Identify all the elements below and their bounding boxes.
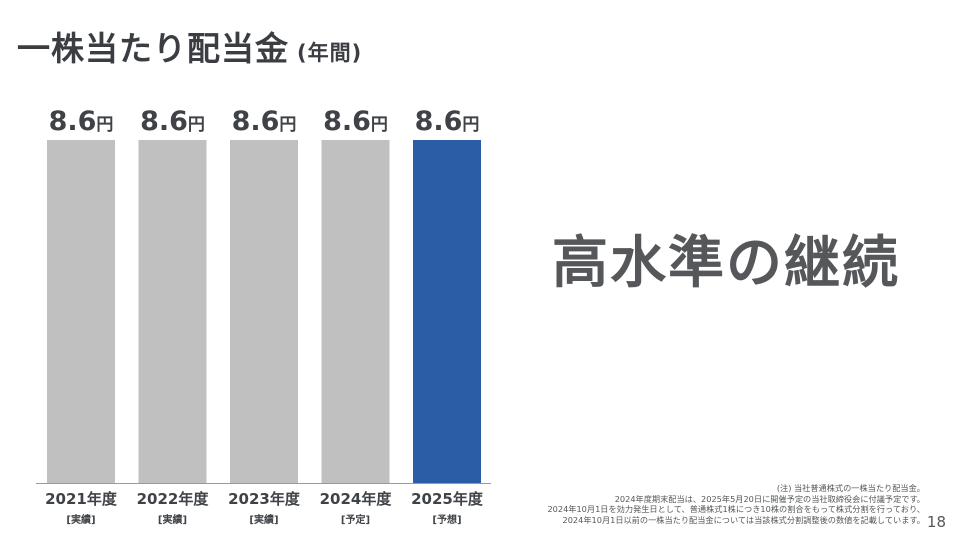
value-label: 8.6円	[415, 106, 480, 137]
category-note: [実績]	[66, 513, 95, 526]
bar-2024年度	[321, 140, 390, 483]
footnote-line: 2024年10月1日以前の一株当たり配当金については当該株式分割調整後の数値を記…	[562, 514, 926, 525]
value-label: 8.6円	[232, 106, 297, 137]
footnote-line: 2024年度期末配当は、2025年5月20日に開催予定の当社取締役会に付議予定で…	[614, 493, 925, 504]
bar-2022年度	[138, 140, 207, 483]
bar-2021年度	[47, 140, 115, 483]
footnotes: (注) 当社普通株式の一株当たり配当金。 2024年度期末配当は、2025年5月…	[547, 483, 925, 525]
value-label: 8.6円	[49, 106, 114, 137]
value-label: 8.6円	[323, 106, 388, 137]
category-label: 2021年度	[45, 490, 118, 508]
category-note: [実績]	[158, 513, 187, 526]
footnote-line: 2024年10月1日を効力発生日として、普通株式1株につき10株の割合をもって株…	[547, 504, 925, 514]
page-number: 18	[926, 513, 946, 531]
footnote-line: (注) 当社普通株式の一株当たり配当金。	[776, 483, 925, 493]
headline: 高水準の継続	[552, 231, 900, 296]
category-note: [予想]	[432, 513, 461, 526]
category-label: 2022年度	[137, 490, 210, 508]
category-label: 2024年度	[320, 490, 393, 508]
category-label: 2023年度	[228, 490, 301, 508]
bar-2023年度	[230, 140, 298, 483]
category-note: [予定]	[341, 513, 370, 526]
category-note: [実績]	[249, 513, 278, 526]
bar-2025年度	[413, 140, 481, 483]
page-title: 一株当たり配当金 (年間)	[17, 22, 362, 70]
category-label: 2025年度	[411, 490, 484, 508]
title-main: 一株当たり配当金	[17, 29, 289, 68]
title-subtitle: (年間)	[297, 41, 363, 65]
value-label: 8.6円	[140, 106, 205, 137]
